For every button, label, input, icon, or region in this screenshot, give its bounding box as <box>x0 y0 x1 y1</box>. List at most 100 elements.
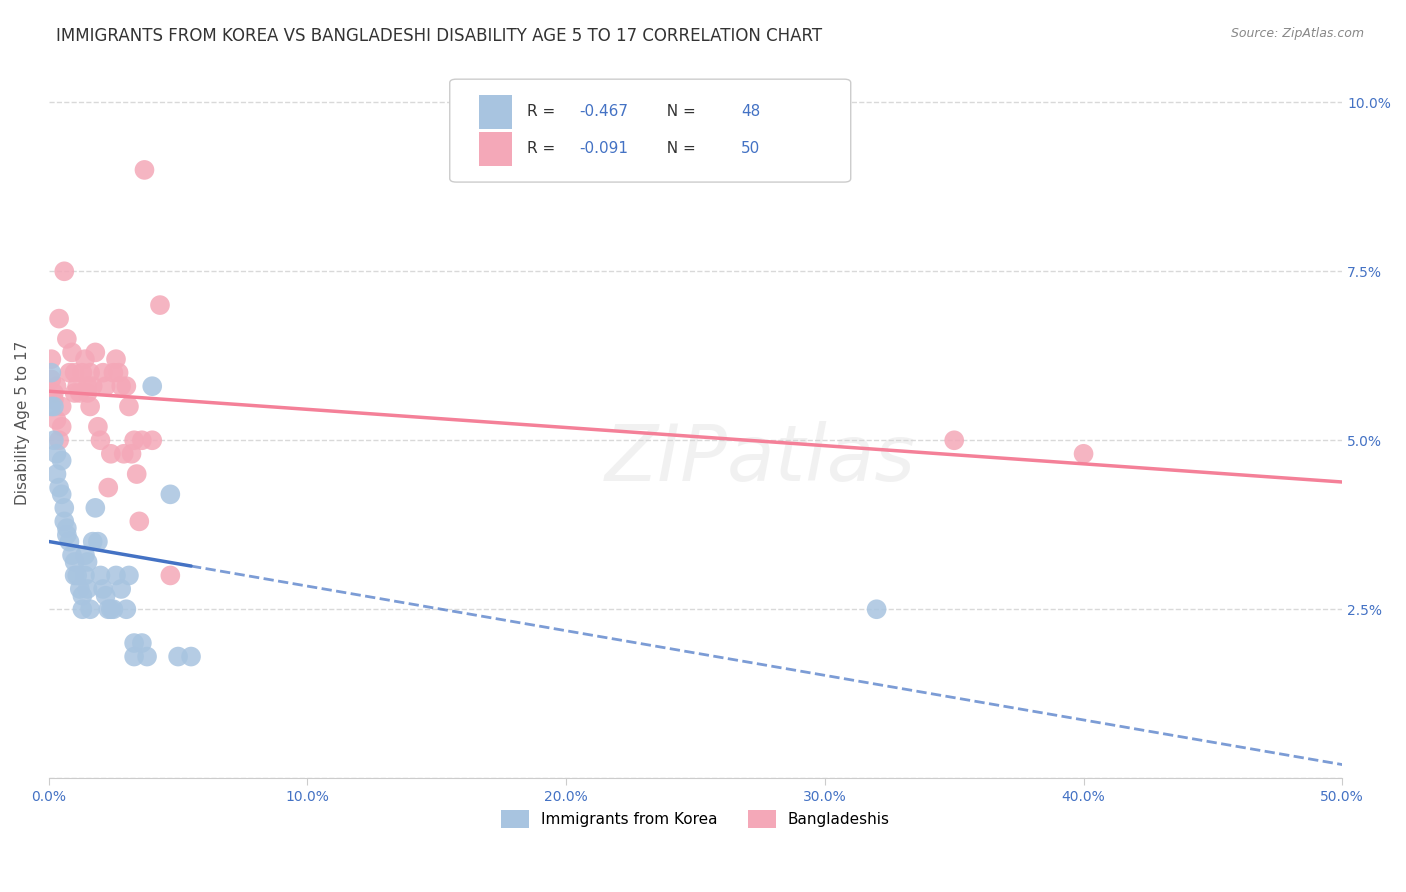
Immigrants from Korea <box>63 568 86 582</box>
Immigrants from Korea <box>60 548 83 562</box>
Immigrants from Korea <box>45 447 67 461</box>
Text: -0.091: -0.091 <box>579 141 628 156</box>
Bangladeshis <box>45 379 67 393</box>
Bangladeshis <box>141 434 163 448</box>
Bangladeshis <box>110 379 132 393</box>
Immigrants from Korea <box>56 528 79 542</box>
Immigrants from Korea <box>48 481 70 495</box>
Bangladeshis <box>53 264 76 278</box>
Immigrants from Korea <box>72 589 94 603</box>
Immigrants from Korea <box>91 582 114 596</box>
Bangladeshis <box>87 419 110 434</box>
Bangladeshis <box>73 352 96 367</box>
Bangladeshis <box>943 434 966 448</box>
Text: 48: 48 <box>741 104 761 120</box>
Immigrants from Korea <box>122 649 145 664</box>
Bangladeshis <box>97 481 120 495</box>
Bangladeshis <box>100 447 122 461</box>
Bangladeshis <box>51 419 73 434</box>
Bangladeshis <box>89 434 111 448</box>
Immigrants from Korea <box>110 582 132 596</box>
Immigrants from Korea <box>66 568 89 582</box>
Immigrants from Korea <box>53 500 76 515</box>
Immigrants from Korea <box>180 649 202 664</box>
Bangladeshis <box>63 386 86 401</box>
Legend: Immigrants from Korea, Bangladeshis: Immigrants from Korea, Bangladeshis <box>495 804 896 834</box>
Bangladeshis <box>122 434 145 448</box>
Immigrants from Korea <box>82 534 104 549</box>
Immigrants from Korea <box>45 467 67 481</box>
FancyBboxPatch shape <box>479 132 512 166</box>
Immigrants from Korea <box>42 400 65 414</box>
Bangladeshis <box>41 352 63 367</box>
Immigrants from Korea <box>167 649 190 664</box>
Immigrants from Korea <box>51 453 73 467</box>
Bangladeshis <box>134 162 156 177</box>
Bangladeshis <box>79 400 101 414</box>
Immigrants from Korea <box>159 487 181 501</box>
Immigrants from Korea <box>103 602 125 616</box>
Immigrants from Korea <box>87 534 110 549</box>
Bangladeshis <box>51 400 73 414</box>
Bangladeshis <box>56 332 79 346</box>
Immigrants from Korea <box>122 636 145 650</box>
Text: R =: R = <box>527 141 561 156</box>
Bangladeshis <box>91 366 114 380</box>
Bangladeshis <box>76 386 98 401</box>
Bangladeshis <box>84 345 107 359</box>
Text: N =: N = <box>657 104 700 120</box>
Bangladeshis <box>48 311 70 326</box>
Bangladeshis <box>128 515 150 529</box>
Immigrants from Korea <box>56 521 79 535</box>
Bangladeshis <box>63 366 86 380</box>
Bangladeshis <box>112 447 135 461</box>
FancyBboxPatch shape <box>450 79 851 182</box>
Text: Source: ZipAtlas.com: Source: ZipAtlas.com <box>1230 27 1364 40</box>
Immigrants from Korea <box>105 568 128 582</box>
Immigrants from Korea <box>73 568 96 582</box>
Immigrants from Korea <box>136 649 159 664</box>
Immigrants from Korea <box>115 602 138 616</box>
Bangladeshis <box>41 372 63 386</box>
Bangladeshis <box>121 447 143 461</box>
Bangladeshis <box>42 392 65 407</box>
Immigrants from Korea <box>131 636 153 650</box>
Immigrants from Korea <box>51 487 73 501</box>
Immigrants from Korea <box>118 568 141 582</box>
Immigrants from Korea <box>58 534 80 549</box>
Immigrants from Korea <box>72 602 94 616</box>
Immigrants from Korea <box>76 555 98 569</box>
Bangladeshis <box>58 366 80 380</box>
Immigrants from Korea <box>100 602 122 616</box>
Bangladeshis <box>82 379 104 393</box>
Bangladeshis <box>118 400 141 414</box>
Bangladeshis <box>79 366 101 380</box>
Bangladeshis <box>125 467 148 481</box>
Bangladeshis <box>131 434 153 448</box>
Y-axis label: Disability Age 5 to 17: Disability Age 5 to 17 <box>15 342 30 506</box>
Bangladeshis <box>149 298 172 312</box>
Bangladeshis <box>45 413 67 427</box>
FancyBboxPatch shape <box>479 95 512 128</box>
Immigrants from Korea <box>63 555 86 569</box>
Text: N =: N = <box>657 141 700 156</box>
Immigrants from Korea <box>97 602 120 616</box>
Bangladeshis <box>48 434 70 448</box>
Immigrants from Korea <box>84 500 107 515</box>
Text: R =: R = <box>527 104 561 120</box>
Text: 50: 50 <box>741 141 761 156</box>
Immigrants from Korea <box>89 568 111 582</box>
Bangladeshis <box>105 352 128 367</box>
Immigrants from Korea <box>41 400 63 414</box>
Bangladeshis <box>72 366 94 380</box>
Immigrants from Korea <box>42 434 65 448</box>
Immigrants from Korea <box>69 582 91 596</box>
Bangladeshis <box>69 386 91 401</box>
Text: ZIPatlas: ZIPatlas <box>605 421 915 497</box>
Bangladeshis <box>66 379 89 393</box>
Immigrants from Korea <box>865 602 887 616</box>
Immigrants from Korea <box>41 366 63 380</box>
Bangladeshis <box>115 379 138 393</box>
Immigrants from Korea <box>73 548 96 562</box>
Bangladeshis <box>159 568 181 582</box>
